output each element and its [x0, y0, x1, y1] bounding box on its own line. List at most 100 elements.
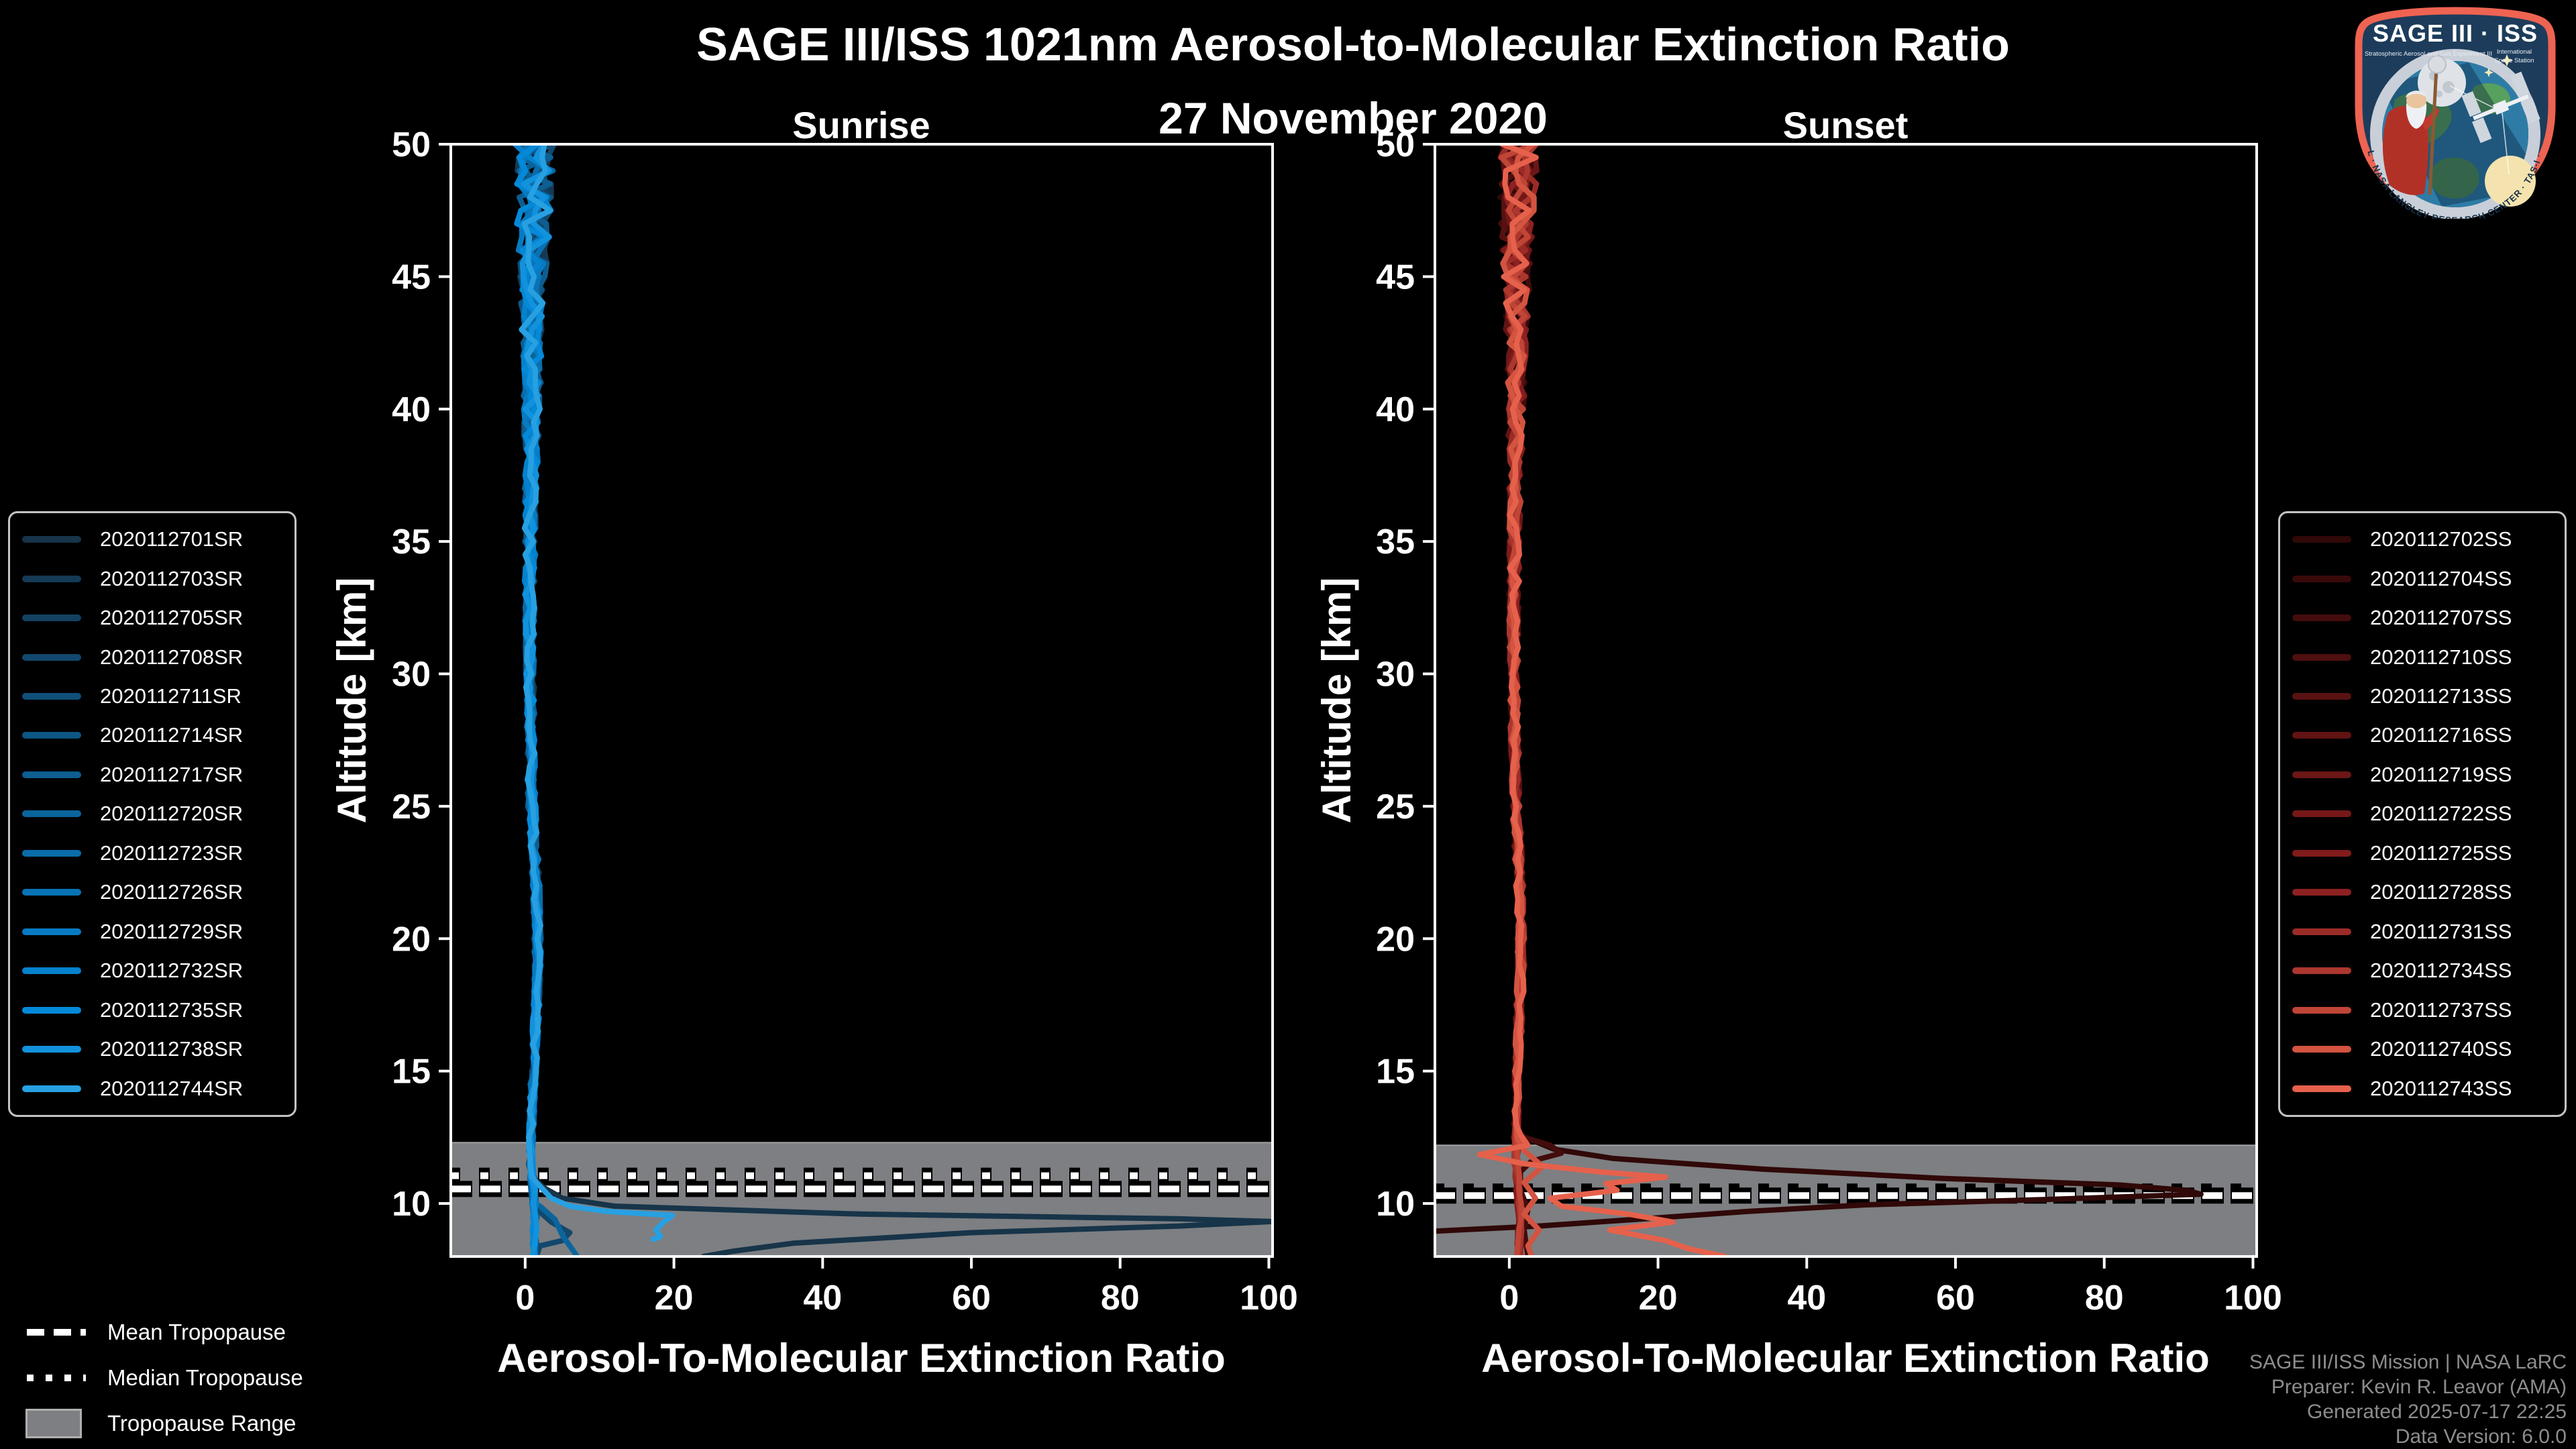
median-tropopause-legend-item: Median Tropopause: [25, 1355, 303, 1401]
y-tick-label: 35: [392, 523, 431, 561]
legend-label: 2020112711SR: [100, 684, 241, 708]
mean-tropopause-legend-item: Mean Tropopause: [25, 1309, 303, 1355]
legend-color-swatch: [22, 653, 81, 661]
legend-label: 2020112710SS: [2370, 645, 2512, 669]
sunset-legend: 2020112702SS 2020112704SS 2020112707SS 2020…: [2278, 511, 2567, 1117]
x-tick-label: 60: [952, 1279, 991, 1318]
legend-label: 2020112719SS: [2370, 762, 2512, 786]
legend-label: 2020112701SR: [100, 527, 244, 551]
legend-label: 2020112705SR: [100, 606, 244, 630]
legend-label: 2020112729SR: [100, 919, 244, 943]
series-group: [1435, 144, 2204, 1256]
legend-label: 2020112720SR: [100, 802, 244, 826]
legend-color-swatch: [2292, 614, 2351, 622]
sunset-y-axis-label: Altitude [km]: [1314, 578, 1359, 824]
legend-item: 2020112719SS: [2280, 756, 2565, 794]
sunrise-y-axis-label: Altitude [km]: [329, 578, 374, 824]
legend-item: 2020112703SR: [10, 560, 294, 598]
legend-item: 2020112704SS: [2280, 560, 2565, 598]
legend-color-swatch: [2292, 1006, 2351, 1014]
attribution-block: SAGE III/ISS Mission | NASA LaRC Prepare…: [2249, 1350, 2567, 1449]
attribution-mission: SAGE III/ISS Mission | NASA LaRC: [2249, 1351, 2567, 1373]
x-tick-label: 100: [2224, 1279, 2282, 1318]
x-tick-label: 0: [515, 1279, 535, 1318]
y-tick-label: 20: [1376, 920, 1415, 959]
legend-item: 2020112707SS: [2280, 599, 2565, 637]
legend-label: 2020112717SR: [100, 762, 244, 786]
patch-title: SAGE III · ISS: [2373, 19, 2538, 47]
legend-item: 2020112710SS: [2280, 639, 2565, 676]
legend-color-swatch: [2292, 849, 2351, 857]
legend-label: 2020112703SR: [100, 566, 244, 590]
sage-iii-iss-mission-patch: SAGE III · ISS Stratospheric Aerosol and…: [2338, 0, 2569, 225]
legend-color-swatch: [22, 849, 81, 857]
x-tick-label: 20: [1639, 1279, 1678, 1318]
legend-label: 2020112744SR: [100, 1076, 244, 1100]
sunset-panel-title: Sunset: [1783, 104, 1909, 146]
legend-item: 2020112732SR: [10, 952, 294, 989]
y-tick-label: 50: [392, 125, 431, 164]
legend-color-swatch: [22, 536, 81, 543]
legend-color-swatch: [2292, 732, 2351, 739]
legend-color-swatch: [2292, 889, 2351, 896]
legend-label: 2020112713SS: [2370, 684, 2512, 708]
legend-color-swatch: [22, 1006, 81, 1014]
tropopause-range-label: Tropopause Range: [107, 1411, 297, 1436]
legend-item: 2020112735SR: [10, 991, 294, 1029]
legend-label: 2020112740SS: [2370, 1037, 2512, 1061]
patch-figure: [2382, 55, 2447, 195]
y-tick-label: 25: [1376, 788, 1415, 826]
legend-label: 2020112723SR: [100, 841, 244, 865]
legend-label: 2020112704SS: [2370, 566, 2512, 590]
legend-label: 2020112714SR: [100, 723, 244, 747]
legend-label: 2020112737SS: [2370, 998, 2512, 1022]
legend-item: 2020112713SS: [2280, 678, 2565, 715]
legend-color-swatch: [2292, 928, 2351, 935]
sunrise-legend: 2020112701SR 2020112703SR 2020112705SR 2020…: [8, 511, 297, 1117]
legend-item: 2020112729SR: [10, 913, 294, 951]
x-tick-label: 20: [655, 1279, 694, 1318]
legend-color-swatch: [22, 1046, 81, 1053]
legend-color-swatch: [22, 967, 81, 975]
series-line-2020112743SS: [1477, 144, 1728, 1256]
y-tick-label: 30: [392, 655, 431, 694]
legend-color-swatch: [2292, 575, 2351, 582]
sunset-panel: 0 20 40 60 80 100 10 15 20 25 30 35 40 45 50: [1376, 125, 2282, 1318]
legend-label: 2020112735SR: [100, 998, 244, 1022]
legend-item: 2020112728SS: [2280, 873, 2565, 911]
attribution-generated: Generated 2025-07-17 22:25: [2307, 1401, 2567, 1423]
legend-item: 2020112731SS: [2280, 913, 2565, 951]
x-tick-label: 80: [2085, 1279, 2124, 1318]
legend-color-swatch: [22, 732, 81, 739]
legend-color-swatch: [22, 1085, 81, 1092]
legend-item: 2020112737SS: [2280, 991, 2565, 1029]
legend-color-swatch: [2292, 653, 2351, 661]
legend-color-swatch: [22, 928, 81, 935]
patch-sun: [2485, 156, 2536, 207]
y-tick-label: 25: [392, 788, 431, 826]
y-tick-label: 45: [1376, 258, 1415, 297]
legend-color-swatch: [2292, 1085, 2351, 1092]
series-line-2020112744SR: [519, 144, 676, 1242]
y-tick-label: 40: [1376, 390, 1415, 429]
y-tick-label: 45: [392, 258, 431, 297]
patch-subtitle-right-2: Space Station: [2494, 57, 2534, 64]
y-tick-label: 40: [392, 390, 431, 429]
legend-label: 2020112722SS: [2370, 802, 2512, 826]
mean-tropopause-label: Mean Tropopause: [107, 1320, 286, 1344]
legend-color-swatch: [22, 693, 81, 700]
date-subtitle: 27 November 2020: [1159, 93, 1548, 143]
legend-color-swatch: [2292, 693, 2351, 700]
tropopause-range-legend-item: Tropopause Range: [25, 1401, 303, 1446]
mean-tropopause-swatch-icon: [25, 1317, 87, 1348]
legend-item: 2020112726SR: [10, 873, 294, 911]
legend-item: 2020112740SS: [2280, 1030, 2565, 1068]
y-tick-label: 15: [1376, 1053, 1415, 1091]
attribution-data-version: Data Version: 6.0.0: [2395, 1426, 2567, 1448]
series-line-2020112702SS: [1435, 144, 2204, 1234]
patch-subtitle-right-1: International: [2497, 48, 2532, 56]
patch-iss-icon: [2461, 71, 2540, 144]
legend-item: 2020112701SR: [10, 521, 294, 558]
legend-item: 2020112743SS: [2280, 1070, 2565, 1108]
